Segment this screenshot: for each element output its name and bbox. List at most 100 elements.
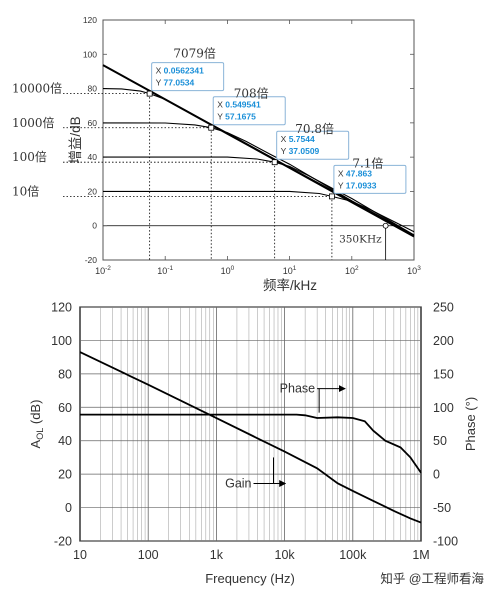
bottom-x-axis-label: Frequency (Hz) [205, 571, 295, 586]
bottom-plot-frame [79, 306, 422, 542]
top-datatip-box [333, 164, 407, 194]
bottom-left-y-tick-label: 100 [51, 334, 72, 348]
datatip-y-label: Y [281, 146, 289, 156]
bottom-series-group [79, 351, 422, 524]
top-datatip-box [151, 62, 225, 92]
top-left-labels: 10000倍 1000倍 100倍 10倍 [12, 81, 62, 199]
top-gain-multiple-label: 7079倍 [173, 46, 216, 61]
top-x-tick-exp: -1 [167, 265, 173, 272]
top-x-tick-base: 10 [345, 266, 355, 276]
top-datatip-y: Y 77.0534 [156, 78, 195, 88]
top-x-tick-exp: 2 [355, 265, 359, 272]
top-left-multiplier-label: 10倍 [12, 183, 39, 198]
top-closed-loop-gain-line [103, 156, 415, 236]
datatip-x-label: X [338, 168, 346, 178]
bottom-left-y-tick-label: 20 [58, 468, 72, 482]
bottom-y-axis-label-main: A [28, 439, 43, 448]
top-datatip-y: Y 57.1675 [217, 112, 256, 122]
top-x-axis-label: 频率/kHz [263, 277, 317, 293]
top-x-tick-base: 10 [157, 266, 167, 276]
bottom-left-y-tick-label: 40 [58, 434, 72, 448]
top-datatip-box [276, 130, 350, 160]
bottom-x-tick-label: 1M [412, 548, 429, 562]
bottom-right-y-tick-label: 150 [433, 367, 454, 381]
top-x-tick-base: 10 [95, 266, 105, 276]
bottom-x-tick-label: 10k [275, 548, 296, 562]
top-350k-label: 350KHz [339, 234, 382, 246]
top-x-tick-base: 10 [283, 266, 293, 276]
top-y-tick-label: 60 [88, 118, 98, 128]
bottom-y2-axis-label: Phase (°) [463, 397, 478, 451]
top-closed-loop-gain-line [102, 88, 415, 236]
bottom-left-y-tick-label: -20 [54, 535, 72, 549]
top-y-tick-label: 0 [92, 221, 97, 231]
bottom-right-y-tick-label: 50 [433, 434, 447, 448]
bottom-right-y-tick-labels: -100 -50 0 50 100 150 200 250 [433, 301, 458, 549]
datatip-x-value: 5.7544 [289, 134, 315, 144]
top-datatip-x: X 0.0562341 [156, 66, 204, 76]
datatip-y-value: 17.0933 [346, 180, 377, 190]
top-datatip-y: Y 17.0933 [338, 180, 377, 190]
datatip-x-value: 47.863 [346, 168, 372, 178]
top-y-tick-label: 80 [88, 84, 98, 94]
datatip-y-label: Y [217, 112, 225, 122]
top-datatip-y: Y 37.0509 [281, 146, 320, 156]
top-y-tick-label: 120 [83, 15, 97, 25]
top-gain-multiple-label: 70.8倍 [295, 121, 334, 136]
datatip-y-value: 77.0534 [164, 78, 195, 88]
bottom-phase-label: Phase [280, 382, 315, 396]
top-datatip-marker [146, 90, 153, 97]
top-x-tick-label: 10-2 [95, 265, 111, 276]
top-datatip-x: X 47.863 [338, 168, 372, 178]
bottom-phase-line [80, 413, 422, 474]
top-x-tick-exp: 0 [231, 265, 235, 272]
bottom-left-y-tick-label: 120 [51, 301, 72, 315]
bottom-x-tick-label: 100k [339, 548, 367, 562]
top-x-tick-base: 10 [407, 266, 417, 276]
top-guide-lines [63, 93, 387, 260]
top-datatip-marker [208, 124, 215, 131]
top-datatip-marker [328, 193, 335, 200]
top-x-tick-label: 103 [407, 265, 421, 276]
top-gain-multiple-label: 7.1倍 [352, 155, 383, 170]
top-series-group [102, 64, 415, 238]
top-x-tick-base: 10 [221, 266, 231, 276]
top-y-tick-label: 100 [83, 49, 97, 59]
top-annotations: 7079倍 708倍 70.8倍 7.1倍 350KHz [173, 46, 389, 246]
datatip-x-value: 0.549541 [225, 100, 261, 110]
bottom-left-y-tick-label: 80 [58, 367, 72, 381]
datatip-y-label: Y [338, 180, 346, 190]
top-x-tick-label: 101 [283, 265, 297, 276]
top-y-tick-label: -20 [85, 255, 98, 265]
top-left-multiplier-label: 10000倍 [12, 81, 62, 96]
bottom-x-tick-label: 100 [138, 548, 159, 562]
bottom-x-tick-label: 1k [210, 548, 224, 562]
top-datatip-box [212, 96, 286, 126]
top-left-multiplier-label: 1000倍 [12, 115, 55, 130]
bottom-left-y-tick-labels: -20 0 20 40 60 80 100 120 [51, 301, 72, 549]
top-x-tick-exp: -2 [105, 265, 111, 272]
bottom-y-axis-label: AOL (dB) [28, 400, 45, 449]
bottom-left-y-tick-label: 0 [65, 501, 72, 515]
bottom-y-axis-label-sub: OL [35, 428, 45, 440]
datatip-y-value: 37.0509 [289, 146, 320, 156]
top-x-tick-label: 10-1 [157, 265, 173, 276]
top-x-tick-exp: 3 [417, 265, 421, 272]
top-y-tick-label: 20 [88, 186, 98, 196]
top-closed-loop-gain-line [103, 190, 415, 233]
datatip-y-label: Y [156, 78, 164, 88]
bottom-annotations: Phase Gain [225, 382, 346, 491]
bottom-x-tick-label: 10 [73, 548, 87, 562]
bottom-gain-line [79, 351, 422, 524]
top-y-axis-label: 增益/dB [68, 116, 83, 163]
bottom-bode-chart: -20 0 20 40 60 80 100 120 -100 -50 0 50 100 150 200 25… [28, 301, 478, 587]
bottom-right-y-tick-label: 250 [433, 301, 454, 315]
top-datatip-x: X 0.549541 [217, 100, 261, 110]
top-x-tick-label: 100 [221, 265, 235, 276]
top-x-tick-labels: 10-2 10-1 100 101 102 103 [95, 20, 421, 276]
top-datatip-marker [271, 159, 278, 166]
datatip-y-value: 57.1675 [225, 112, 256, 122]
